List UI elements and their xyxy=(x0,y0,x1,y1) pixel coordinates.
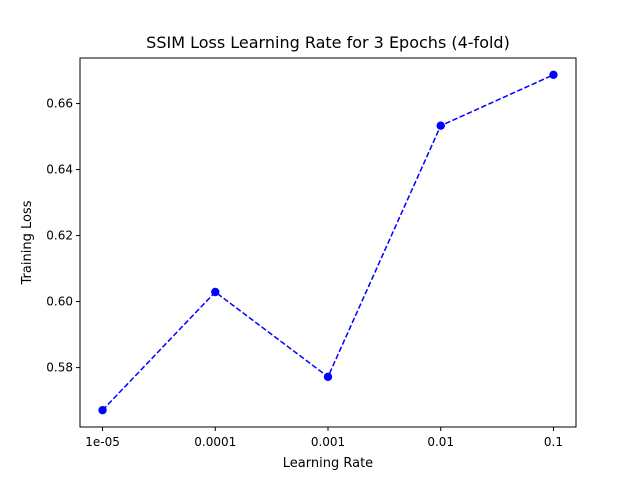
y-tick-label: 0.66 xyxy=(46,97,73,111)
x-tick-label: 0.0001 xyxy=(194,435,236,449)
y-tick-label: 0.58 xyxy=(46,361,73,375)
chart-marks xyxy=(98,70,558,415)
data-point xyxy=(436,121,445,130)
y-tick-label: 0.62 xyxy=(46,229,73,243)
y-axis-label: Training Loss xyxy=(20,200,35,285)
data-point xyxy=(98,405,107,415)
plot-area xyxy=(79,57,577,428)
x-tick-label: 0.1 xyxy=(544,435,563,449)
chart-ticks: 1e-05 0.0001 0.001 0.01 0.1 0.58 0.60 0.62 0.64 0… xyxy=(46,97,563,449)
data-point xyxy=(323,372,333,382)
chart-title: SSIM Loss Learning Rate for 3 Epochs (4-… xyxy=(146,33,510,52)
x-axis-label: Learning Rate xyxy=(283,456,373,471)
data-point xyxy=(211,287,220,297)
data-point xyxy=(549,70,558,80)
x-tick-label: 0.001 xyxy=(311,435,345,449)
y-tick-label: 0.60 xyxy=(46,295,73,309)
x-tick-label: 1e-05 xyxy=(85,435,120,449)
y-tick-label: 0.64 xyxy=(46,163,73,177)
x-tick-label: 0.01 xyxy=(427,435,454,449)
